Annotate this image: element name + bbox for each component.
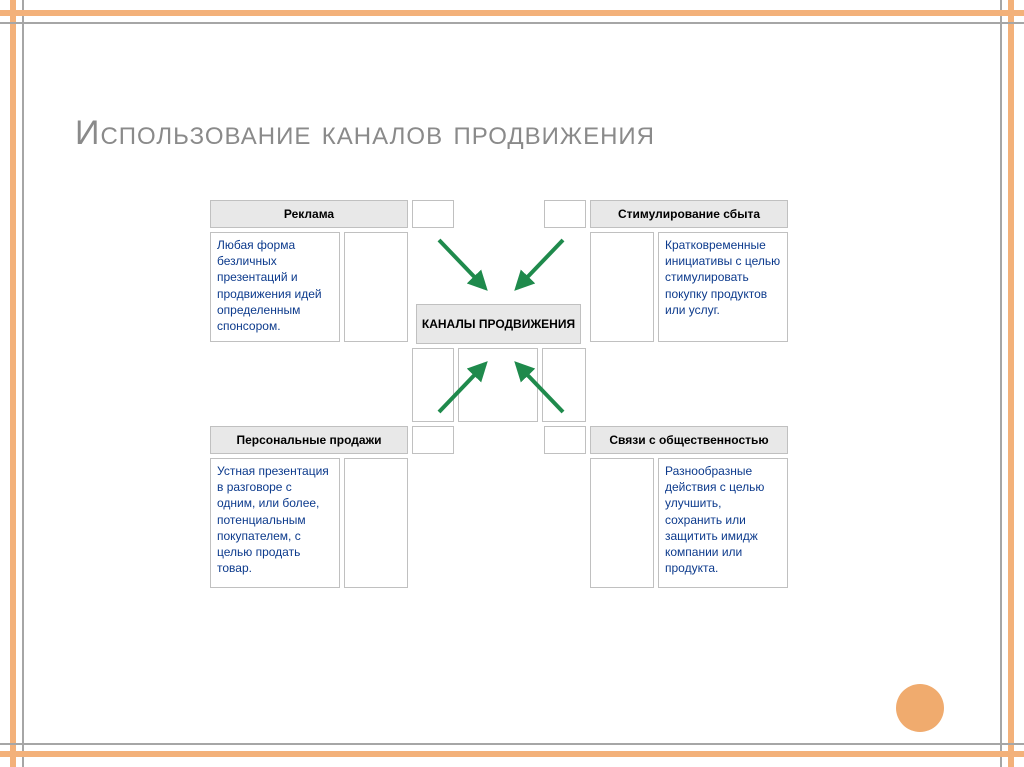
quadrant-tr-header: Стимулирование сбыта: [590, 200, 788, 228]
blank-cell: [458, 348, 538, 422]
quadrant-tl-header: Реклама: [210, 200, 408, 228]
quadrant-br-header: Связи с общественностью: [590, 426, 788, 454]
center-box: КАНАЛЫ ПРОДВИЖЕНИЯ: [416, 304, 581, 344]
accent-circle-icon: [896, 684, 944, 732]
blank-cell: [544, 426, 586, 454]
quadrant-tr-body: Кратковременные инициативы с целью стиму…: [658, 232, 788, 342]
quadrant-bl-body: Устная презентация в разговоре с одним, …: [210, 458, 340, 588]
blank-cell: [344, 232, 408, 342]
quadrant-br-body: Разнообразные действия с целью улучшить,…: [658, 458, 788, 588]
channels-diagram: Реклама Любая форма безличных презентаци…: [210, 200, 795, 608]
blank-cell: [590, 232, 654, 342]
frame-right-outer: [1008, 0, 1014, 767]
slide-title: Использование каналов продвижения: [75, 114, 955, 153]
blank-cell: [590, 458, 654, 588]
frame-right-inner: [1000, 0, 1002, 767]
frame-left-inner: [22, 0, 24, 767]
blank-cell: [412, 200, 454, 228]
blank-cell: [412, 426, 454, 454]
arrow: [517, 240, 563, 288]
frame-bottom-outer: [0, 751, 1024, 757]
frame-bottom-inner: [0, 743, 1024, 745]
blank-cell: [542, 348, 586, 422]
arrow: [439, 240, 485, 288]
frame-top-outer: [0, 10, 1024, 16]
blank-cell: [344, 458, 408, 588]
frame-top-inner: [0, 22, 1024, 24]
quadrant-bl-header: Персональные продажи: [210, 426, 408, 454]
quadrant-tl-body: Любая форма безличных презентаций и прод…: [210, 232, 340, 342]
frame-left-outer: [10, 0, 16, 767]
blank-cell: [412, 348, 454, 422]
blank-cell: [544, 200, 586, 228]
